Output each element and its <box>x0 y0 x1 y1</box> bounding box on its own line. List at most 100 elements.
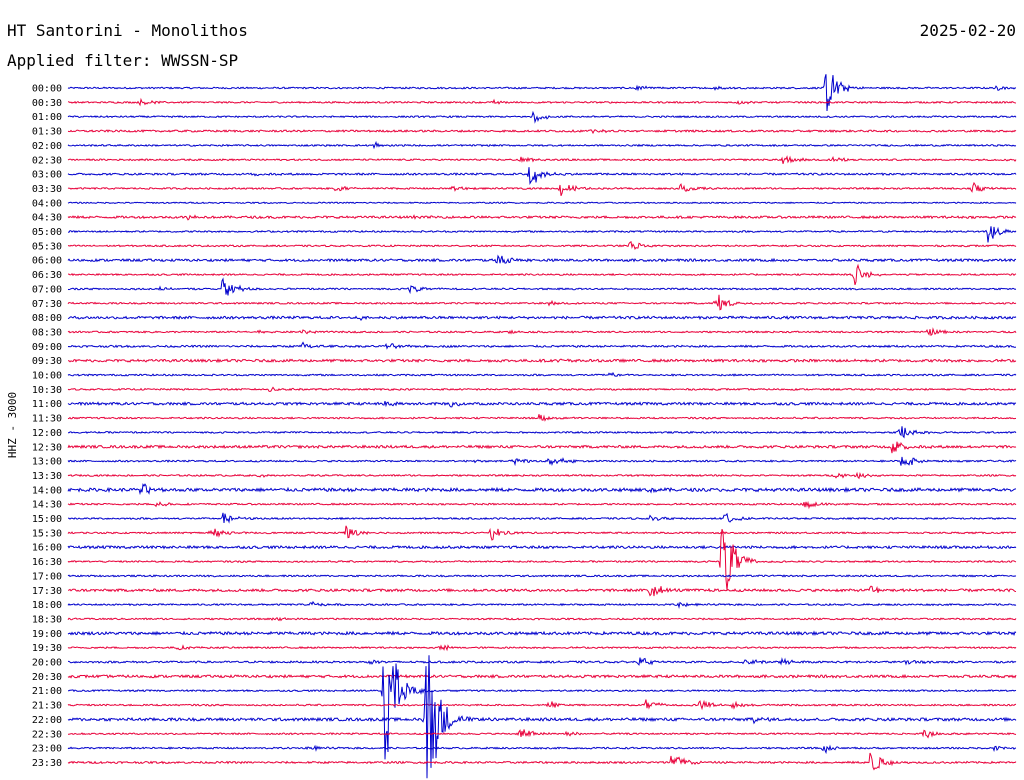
station-title: HT Santorini - Monolithos <box>7 21 248 40</box>
row-time-label: 15:30 <box>32 528 62 539</box>
row-time-label: 23:30 <box>32 758 62 769</box>
trace-line <box>67 327 1017 337</box>
trace-line <box>67 201 1017 205</box>
row-time-label: 10:00 <box>32 371 62 382</box>
row-time-label: 01:00 <box>32 112 62 123</box>
row-time-label: 06:00 <box>32 256 62 267</box>
trace-line <box>67 214 1017 221</box>
trace-line <box>67 241 1017 250</box>
trace-line <box>67 512 1017 524</box>
channel-axis-label: HHZ - 3000 <box>6 392 19 458</box>
trace-line <box>67 600 1017 609</box>
row-time-label: 02:00 <box>32 141 62 152</box>
row-time-label: 16:30 <box>32 557 62 568</box>
trace-line <box>67 155 1017 164</box>
date-label: 2025-02-20 <box>920 21 1016 40</box>
trace-line <box>67 400 1017 408</box>
row-time-label: 21:00 <box>32 686 62 697</box>
trace-line <box>67 74 1017 112</box>
row-time-label: 02:30 <box>32 155 62 166</box>
row-time-label: 21:30 <box>32 701 62 712</box>
trace-line <box>68 358 1017 364</box>
trace-line <box>67 500 1017 510</box>
trace-line <box>67 128 1017 135</box>
trace-line <box>67 673 1017 679</box>
row-time-label: 09:30 <box>32 356 62 367</box>
row-time-label: 04:30 <box>32 213 62 224</box>
trace-line <box>67 616 1017 622</box>
filter-label: Applied filter: WWSSN-SP <box>7 51 238 70</box>
row-time-label: 08:30 <box>32 327 62 338</box>
trace-line <box>67 644 1017 652</box>
trace-line <box>67 371 1017 377</box>
trace-line <box>67 456 1017 467</box>
trace-line <box>67 744 1017 755</box>
row-time-label: 08:00 <box>32 313 62 324</box>
row-time-label: 14:00 <box>32 485 62 496</box>
row-time-label: 03:30 <box>32 184 62 195</box>
trace-line <box>67 729 1017 739</box>
trace-line <box>67 414 1017 422</box>
row-time-label: 18:00 <box>32 600 62 611</box>
trace-line <box>67 315 1017 321</box>
row-time-label: 09:00 <box>32 342 62 353</box>
trace-line <box>67 341 1017 350</box>
row-time-label: 05:00 <box>32 227 62 238</box>
trace-line <box>67 574 1017 578</box>
row-time-label: 13:30 <box>32 471 62 482</box>
row-time-label: 18:30 <box>32 614 62 625</box>
row-time-label: 01:30 <box>32 127 62 138</box>
trace-line <box>67 254 1017 264</box>
trace-line <box>67 110 1017 124</box>
row-time-label: 11:00 <box>32 399 62 410</box>
row-time-label: 03:00 <box>32 170 62 181</box>
row-time-label: 16:00 <box>32 543 62 554</box>
trace-line <box>67 699 1017 711</box>
trace-line <box>67 294 1017 311</box>
row-time-label: 19:30 <box>32 643 62 654</box>
trace-line <box>67 441 1017 454</box>
trace-line <box>67 277 1017 296</box>
trace-line <box>67 483 1017 496</box>
trace-line <box>67 585 1017 597</box>
trace-line <box>67 655 1017 779</box>
trace-line <box>67 181 1017 196</box>
row-time-label: 22:30 <box>32 729 62 740</box>
row-time-label: 14:30 <box>32 500 62 511</box>
row-time-label: 19:00 <box>32 629 62 640</box>
trace-line <box>68 663 1017 760</box>
row-time-label: 13:00 <box>32 457 62 468</box>
row-time-label: 07:30 <box>32 299 62 310</box>
row-time-label: 11:30 <box>32 414 62 425</box>
row-time-label: 00:00 <box>32 84 62 95</box>
trace-line <box>67 226 1017 243</box>
trace-lines <box>67 74 1017 779</box>
row-time-label: 23:00 <box>32 744 62 755</box>
row-time-labels: 00:00 00:30 01:00 01:30 02:00 02:30 03:00 03:30… <box>32 84 62 769</box>
row-time-label: 20:30 <box>32 672 62 683</box>
row-time-label: 17:00 <box>32 571 62 582</box>
trace-line <box>67 140 1017 150</box>
row-time-label: 04:00 <box>32 198 62 209</box>
trace-line <box>67 471 1017 480</box>
trace-line <box>67 525 1017 541</box>
trace-line <box>67 97 1017 107</box>
trace-line <box>68 263 1017 286</box>
trace-line <box>67 544 1017 550</box>
row-time-label: 06:30 <box>32 270 62 281</box>
trace-line <box>68 657 1017 666</box>
row-time-label: 07:00 <box>32 284 62 295</box>
row-time-label: 22:00 <box>32 715 62 726</box>
trace-line <box>67 752 1017 771</box>
trace-line <box>68 426 1017 439</box>
trace-line <box>67 386 1017 393</box>
row-time-label: 05:30 <box>32 241 62 252</box>
trace-line <box>67 630 1017 637</box>
trace-line <box>67 529 1017 591</box>
row-time-label: 12:30 <box>32 442 62 453</box>
row-time-label: 00:30 <box>32 98 62 109</box>
row-time-label: 10:30 <box>32 385 62 396</box>
row-time-label: 17:30 <box>32 586 62 597</box>
